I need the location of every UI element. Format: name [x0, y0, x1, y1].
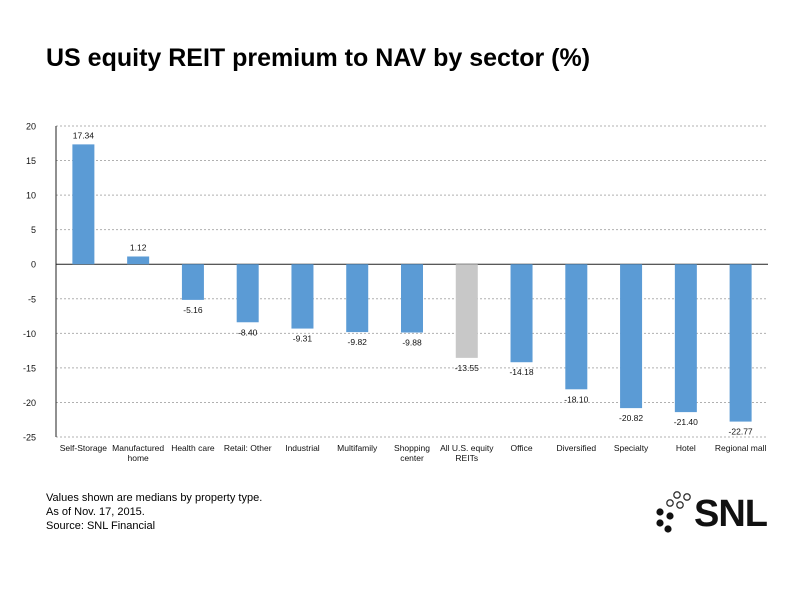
bar — [346, 264, 369, 333]
y-tick-label: -15 — [23, 363, 36, 373]
data-label: -9.31 — [293, 334, 313, 344]
y-tick-label: 20 — [26, 122, 36, 132]
y-tick-label: -25 — [23, 433, 36, 443]
x-tick-label: Self-Storage — [60, 443, 108, 453]
x-tick-label: Regional mall — [715, 443, 767, 453]
bar — [729, 264, 752, 422]
x-tick-label: Specialty — [614, 443, 649, 453]
x-tick-label: Multifamily — [337, 443, 378, 453]
data-label: 1.12 — [130, 242, 147, 252]
bar — [291, 264, 314, 329]
bar — [181, 264, 204, 300]
bar — [401, 264, 423, 333]
x-tick-label: Retail: Other — [224, 443, 272, 453]
dot-cluster-icon — [656, 491, 691, 533]
bar-chart: 20 15 10 5 0 -5 -10 -15 -20 -25 17.34 Self-Storage 1… — [23, 122, 768, 463]
note-date: As of Nov. 17, 2015. — [46, 506, 145, 518]
data-label: -9.82 — [348, 337, 368, 347]
bar — [674, 264, 697, 413]
x-tick-label: Industrial — [285, 443, 320, 453]
note-source: Source: SNL Financial — [46, 520, 156, 532]
x-tick-label: Diversified — [556, 443, 596, 453]
snl-logo: SNL — [652, 490, 772, 540]
y-tick-label: 0 — [31, 260, 36, 270]
y-tick-label: 15 — [26, 156, 36, 166]
y-tick-label: -5 — [28, 294, 36, 304]
chart-notes: Values shown are medians by property typ… — [46, 491, 262, 533]
bar — [127, 256, 150, 265]
bar — [455, 264, 478, 358]
data-label: -13.55 — [455, 363, 479, 373]
bar — [72, 144, 95, 265]
y-tick-label: -10 — [23, 329, 36, 339]
data-label: -5.16 — [183, 305, 203, 315]
x-tick-label: Health care — [171, 443, 215, 453]
x-tick-label: Hotel — [676, 443, 696, 453]
x-tick-label: Manufactured home — [112, 443, 164, 463]
chart-title: US equity REIT premium to NAV by sector … — [46, 44, 591, 72]
y-tick-label: 5 — [31, 225, 36, 235]
data-label: -22.77 — [729, 427, 753, 437]
bar — [620, 264, 643, 409]
data-label: 17.34 — [73, 130, 95, 140]
data-label: -9.88 — [402, 338, 422, 348]
note-medians: Values shown are medians by property typ… — [46, 492, 263, 504]
y-tick-label: 10 — [26, 191, 36, 201]
y-tick-label: -20 — [23, 398, 36, 408]
x-tick-label: Shopping center — [394, 443, 430, 463]
data-label: -8.40 — [238, 327, 258, 337]
data-label: -18.10 — [564, 394, 588, 404]
x-tick-label: Office — [511, 443, 533, 453]
bar — [236, 264, 259, 323]
data-label: -14.18 — [509, 367, 533, 377]
bar — [565, 264, 588, 390]
bar — [510, 264, 533, 363]
x-tick-label: All U.S. equity REITs — [440, 443, 494, 463]
data-label: -21.40 — [674, 417, 698, 427]
logo-text: SNL — [694, 493, 768, 535]
data-label: -20.82 — [619, 413, 643, 423]
